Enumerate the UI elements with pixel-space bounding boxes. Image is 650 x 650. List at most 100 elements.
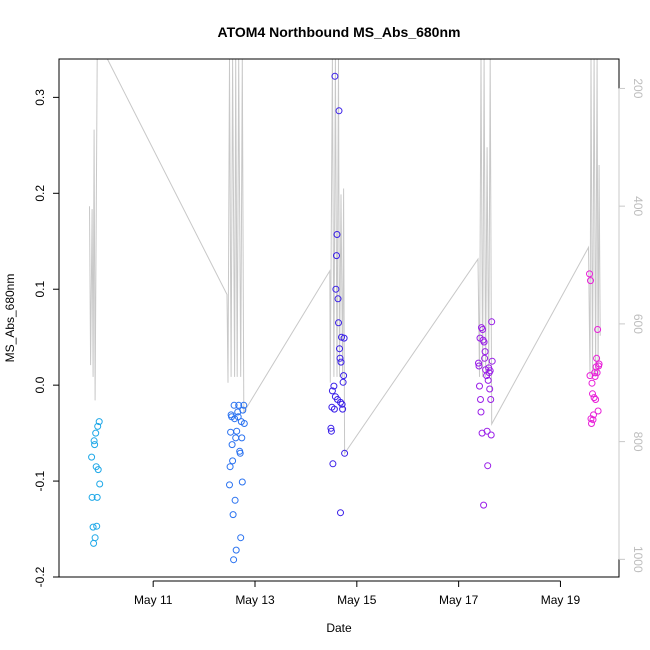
data-point: [94, 466, 102, 474]
data-point: [91, 441, 99, 449]
x-tick-label: May 17: [439, 593, 479, 607]
data-point: [483, 427, 491, 435]
data-point: [94, 422, 102, 430]
data-point: [592, 396, 600, 403]
data-points-layer: [88, 72, 603, 564]
data-point: [487, 431, 495, 439]
data-point: [337, 398, 344, 406]
data-point: [92, 429, 100, 437]
data-point: [593, 354, 601, 362]
data-point: [594, 326, 602, 333]
x-tick-label: May 15: [337, 593, 377, 607]
data-point: [484, 376, 492, 384]
data-point: [337, 358, 345, 366]
y2-tick-label: 1000: [631, 546, 645, 573]
y2-tick-label: 800: [631, 432, 645, 452]
data-point: [233, 427, 241, 435]
data-point: [480, 501, 488, 509]
data-point: [237, 534, 245, 542]
x-axis-label: Date: [326, 621, 352, 635]
data-point: [340, 372, 348, 380]
data-point: [336, 354, 344, 362]
data-point: [589, 416, 597, 424]
data-point: [230, 401, 238, 409]
data-point: [90, 539, 98, 547]
data-point: [477, 408, 485, 416]
data-point: [91, 534, 99, 542]
x-tick-label: May 19: [541, 593, 581, 607]
data-point: [475, 359, 482, 367]
data-point: [486, 367, 494, 375]
y-tick-label: 0.0: [33, 376, 47, 393]
data-point: [335, 319, 342, 327]
data-point: [235, 401, 243, 409]
data-point: [231, 496, 239, 504]
y-axis-label: MS_Abs_680nm: [3, 274, 17, 363]
data-point: [341, 449, 349, 457]
data-point: [96, 480, 104, 488]
data-point: [591, 373, 599, 380]
data-point: [88, 453, 96, 461]
data-point: [590, 394, 598, 402]
data-point: [327, 424, 335, 432]
y2-tick-label: 200: [631, 78, 645, 98]
data-point: [487, 396, 495, 403]
data-point: [479, 326, 487, 333]
data-point: [226, 481, 233, 489]
data-point: [595, 360, 603, 368]
y-tick-label: 0.2: [33, 185, 47, 202]
data-point: [230, 556, 238, 564]
data-point: [481, 348, 489, 356]
data-point: [238, 434, 246, 442]
data-point: [229, 457, 237, 465]
data-point: [239, 406, 247, 414]
data-point: [335, 107, 343, 115]
depth-trace-line: [89, 59, 601, 456]
data-point: [333, 231, 341, 238]
data-point: [588, 379, 596, 387]
data-point: [339, 378, 347, 386]
data-point: [232, 434, 240, 442]
x-tick-label: May 11: [134, 593, 173, 607]
data-point: [332, 285, 340, 293]
data-point: [240, 420, 248, 427]
data-point: [88, 493, 96, 501]
chart-title: ATOM4 Northbound MS_Abs_680nm: [218, 24, 461, 40]
data-point: [327, 427, 335, 435]
data-point: [329, 460, 337, 468]
data-point: [226, 463, 234, 471]
data-point: [334, 295, 342, 303]
data-point: [330, 382, 338, 390]
data-point: [227, 428, 235, 436]
y-tick-label: -0.2: [33, 566, 47, 587]
data-point: [488, 357, 496, 365]
data-point: [234, 413, 242, 421]
data-point: [231, 415, 239, 423]
data-point: [588, 420, 595, 427]
data-point: [594, 407, 602, 415]
data-point: [586, 270, 593, 278]
data-point: [228, 441, 236, 449]
data-point: [328, 387, 336, 395]
data-point: [95, 418, 103, 426]
data-point: [337, 509, 344, 517]
data-point: [486, 385, 494, 393]
data-point: [238, 478, 246, 486]
depth-trace-layer: [89, 59, 601, 456]
data-point: [333, 252, 340, 260]
y-tick-label: 0.3: [33, 89, 47, 106]
data-point: [476, 382, 483, 390]
data-point: [475, 362, 483, 370]
data-point: [331, 72, 339, 80]
data-point: [93, 493, 101, 501]
data-point: [90, 437, 98, 445]
y-tick-label: 0.1: [33, 281, 47, 298]
data-point: [240, 401, 248, 409]
data-point: [338, 400, 346, 408]
data-point: [236, 449, 244, 457]
data-point: [477, 396, 484, 403]
data-point: [229, 511, 237, 519]
data-point: [340, 334, 348, 342]
y-tick-label: -0.1: [33, 470, 47, 491]
